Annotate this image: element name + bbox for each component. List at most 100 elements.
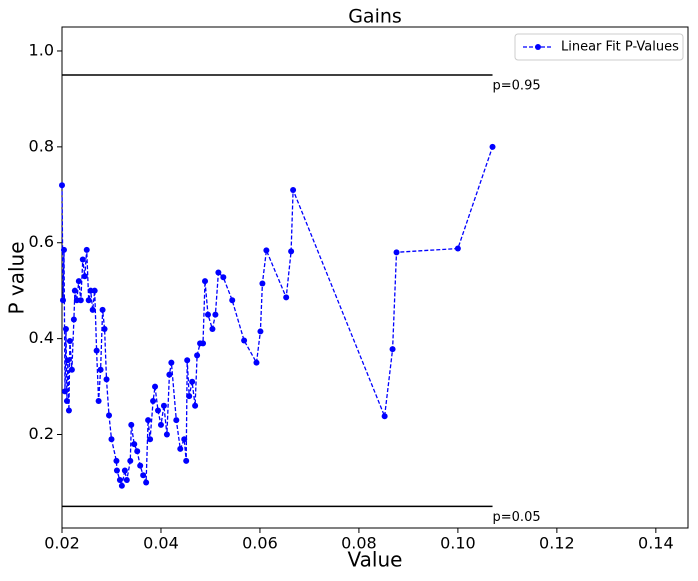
data-point bbox=[85, 297, 92, 304]
data-point bbox=[89, 306, 96, 313]
data-point bbox=[160, 402, 167, 409]
x-tick-label: 0.14 bbox=[638, 534, 674, 553]
x-axis-label: Value bbox=[348, 548, 403, 572]
data-point bbox=[152, 383, 159, 390]
data-point bbox=[189, 378, 196, 385]
x-tick-label: 0.02 bbox=[44, 534, 80, 553]
y-tick-label: 0.6 bbox=[29, 232, 54, 251]
y-tick-label: 1.0 bbox=[29, 40, 54, 59]
plot-frame bbox=[61, 26, 689, 529]
data-point bbox=[200, 340, 207, 347]
data-point bbox=[166, 371, 173, 378]
data-point bbox=[209, 326, 216, 333]
x-tick-label: 0.06 bbox=[242, 534, 278, 553]
x-tick-label: 0.04 bbox=[143, 534, 179, 553]
x-tick-label: 0.12 bbox=[539, 534, 575, 553]
legend-box bbox=[514, 33, 684, 61]
data-point bbox=[59, 297, 66, 304]
data-line bbox=[61, 146, 494, 489]
data-point bbox=[134, 448, 141, 455]
data-point bbox=[60, 246, 67, 253]
data-point bbox=[192, 402, 199, 409]
data-point bbox=[63, 397, 70, 404]
data-point bbox=[118, 482, 125, 489]
data-point bbox=[177, 445, 184, 452]
data-point bbox=[163, 431, 170, 438]
data-point bbox=[220, 274, 227, 281]
data-point bbox=[184, 357, 191, 364]
data-point bbox=[95, 397, 102, 404]
data-point bbox=[77, 297, 84, 304]
data-point bbox=[181, 436, 188, 443]
data-point bbox=[65, 407, 72, 414]
data-point bbox=[241, 337, 248, 344]
data-point bbox=[389, 346, 396, 353]
data-point bbox=[253, 359, 260, 366]
data-point bbox=[143, 479, 150, 486]
y-tick-label: 0.4 bbox=[29, 328, 54, 347]
data-point bbox=[259, 280, 266, 287]
data-point bbox=[215, 269, 222, 276]
data-point bbox=[81, 273, 88, 280]
data-point bbox=[93, 347, 100, 354]
data-point bbox=[127, 457, 134, 464]
legend-label: Linear Fit P-Values bbox=[561, 40, 679, 55]
data-point bbox=[103, 376, 110, 383]
data-point bbox=[137, 462, 144, 469]
data-point bbox=[288, 248, 295, 255]
data-point bbox=[75, 278, 82, 285]
data-point bbox=[79, 256, 86, 263]
data-point bbox=[62, 326, 69, 333]
data-point bbox=[183, 457, 190, 464]
data-point bbox=[168, 359, 175, 366]
data-point bbox=[283, 294, 290, 301]
data-point bbox=[145, 417, 152, 424]
chart-title: Gains bbox=[348, 6, 402, 28]
data-point bbox=[83, 246, 90, 253]
data-point bbox=[106, 412, 113, 419]
data-point bbox=[212, 311, 219, 318]
data-point bbox=[150, 397, 157, 404]
data-point bbox=[116, 477, 123, 484]
data-point bbox=[173, 417, 180, 424]
x-tick-label: 0.10 bbox=[440, 534, 476, 553]
data-point bbox=[229, 297, 236, 304]
data-point bbox=[263, 247, 270, 254]
data-point bbox=[489, 143, 496, 150]
data-point bbox=[66, 338, 73, 345]
data-point bbox=[290, 187, 297, 194]
reference-label: p=0.95 bbox=[493, 78, 541, 93]
y-axis-label: P value bbox=[5, 241, 29, 314]
data-point bbox=[128, 421, 135, 428]
data-point bbox=[59, 182, 65, 189]
data-point bbox=[204, 311, 211, 318]
data-point bbox=[155, 407, 162, 414]
data-point bbox=[70, 316, 77, 323]
data-point bbox=[99, 306, 106, 313]
data-point bbox=[121, 467, 128, 474]
data-point bbox=[101, 326, 108, 333]
reference-label: p=0.05 bbox=[493, 510, 541, 525]
x-tick-label: 0.08 bbox=[341, 534, 377, 553]
data-point bbox=[113, 467, 120, 474]
data-point bbox=[113, 457, 120, 464]
data-point bbox=[147, 436, 154, 443]
data-point bbox=[454, 245, 461, 252]
y-tick-label: 0.2 bbox=[29, 424, 54, 443]
data-point bbox=[131, 441, 138, 448]
y-tick-label: 0.8 bbox=[29, 136, 54, 155]
data-point bbox=[97, 366, 104, 373]
data-point bbox=[123, 477, 130, 484]
data-point bbox=[61, 388, 68, 395]
data-point bbox=[186, 393, 193, 400]
data-point bbox=[91, 287, 98, 294]
data-point bbox=[157, 421, 164, 428]
data-point bbox=[108, 436, 115, 443]
data-point bbox=[71, 287, 78, 294]
legend-marker bbox=[535, 44, 541, 50]
data-point bbox=[194, 352, 201, 359]
data-point bbox=[202, 278, 209, 285]
data-point bbox=[257, 328, 264, 335]
data-point bbox=[393, 249, 400, 256]
